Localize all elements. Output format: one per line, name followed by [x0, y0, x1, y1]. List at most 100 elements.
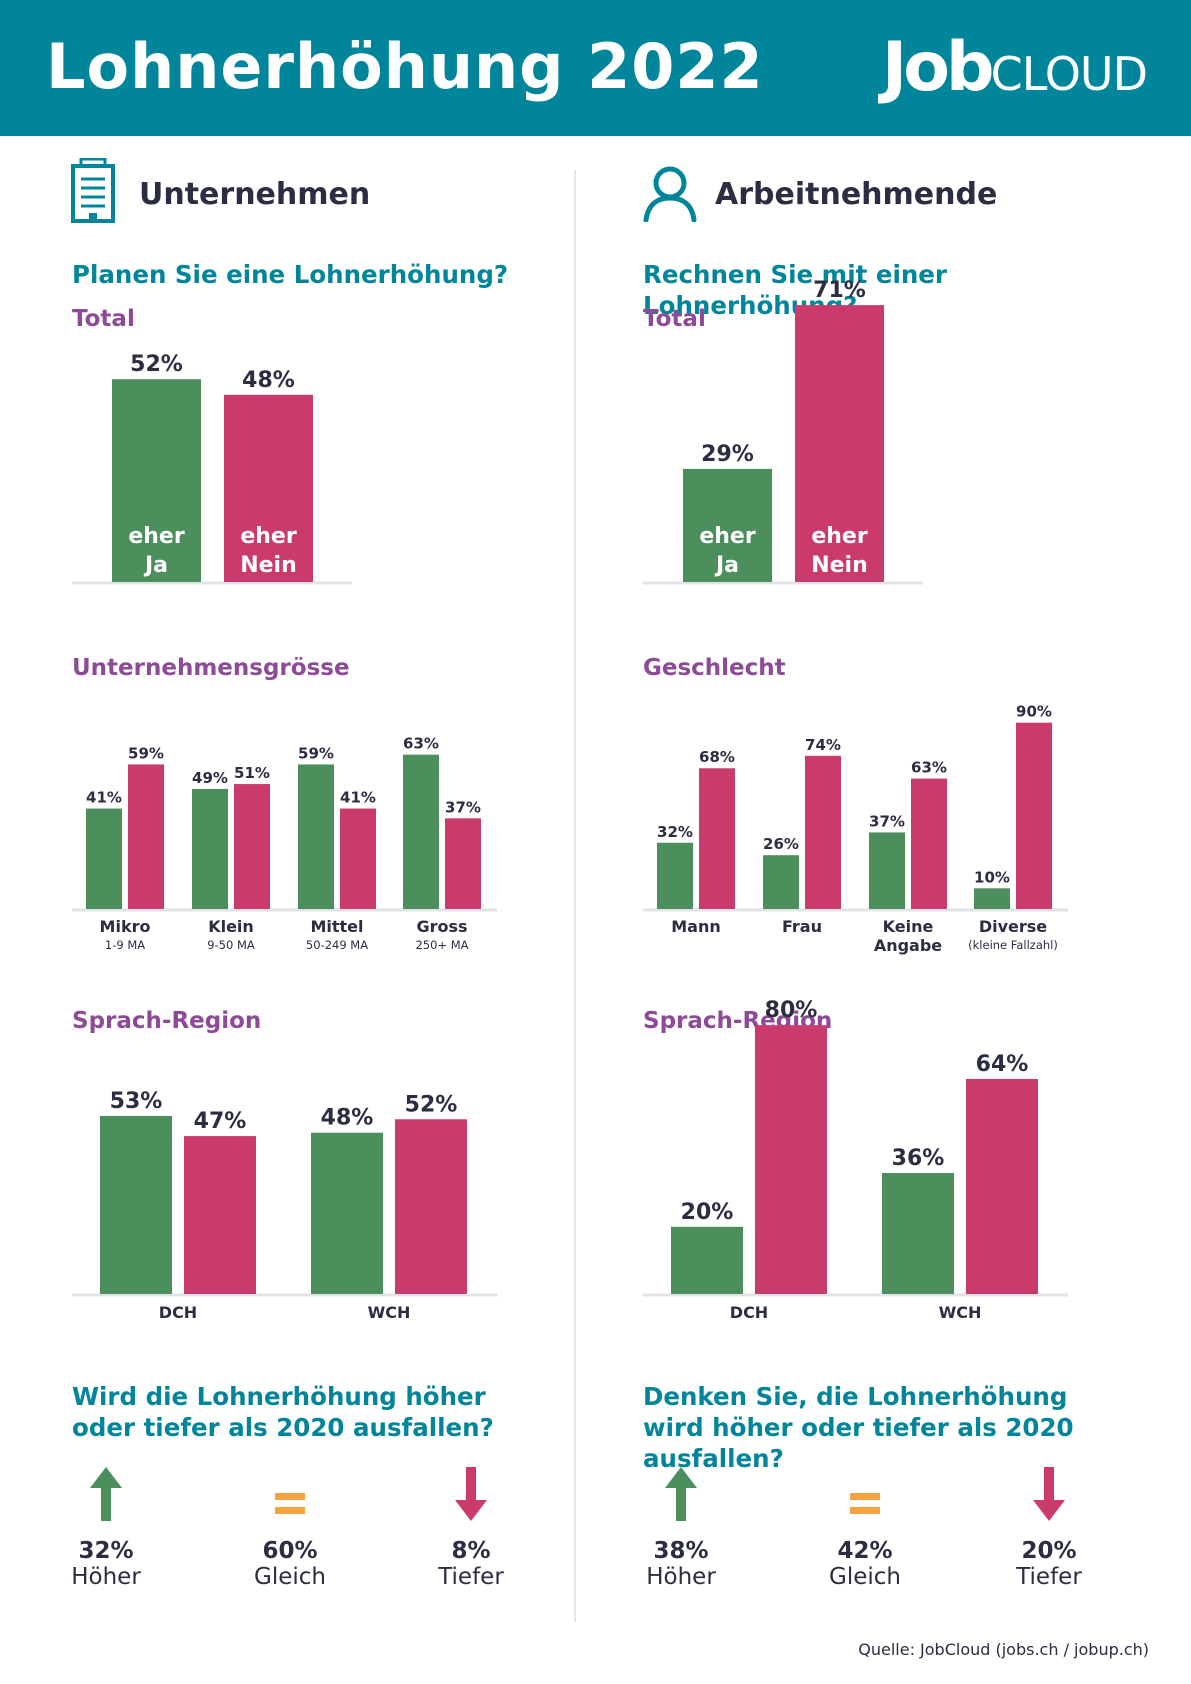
- column-divider: [574, 170, 576, 1622]
- chart-right-total: 29% eher Ja 71% eher Nein: [643, 278, 923, 585]
- arrow-down-icon: [455, 1467, 487, 1521]
- jobcloud-logo: JobCLOUD: [881, 28, 1148, 107]
- chart-left-size: 41% 59% Mikro 1-9 MA 49% 51% Klein 9-50 MA 59% 41…: [72, 735, 497, 952]
- section-title-arbeitnehmende: Arbeitnehmende: [715, 177, 998, 212]
- value-label: 29%: [701, 442, 754, 467]
- bar-category-label: Nein: [240, 553, 297, 578]
- value-label: 48%: [321, 1106, 374, 1131]
- chart-right-region: 20% 80% DCH 36% 64% WCH: [643, 998, 1068, 1322]
- bar-category-label: eher: [699, 524, 756, 549]
- panel-arbeitnehmende: Arbeitnehmende Rechnen Sie mit einer Loh…: [571, 0, 1145, 1684]
- bar-category-label: eher: [240, 524, 297, 549]
- bar-yes: [112, 379, 201, 582]
- value-label: 41%: [340, 789, 376, 807]
- value-label: 53%: [110, 1089, 163, 1114]
- bar-no: [911, 778, 947, 909]
- arrow-up-icon: [665, 1467, 697, 1521]
- value-label: 59%: [298, 744, 334, 762]
- change-question-left: Wird die Lohnerhöhung höher oder tiefer …: [72, 1382, 494, 1442]
- bar-yes: [311, 1132, 383, 1294]
- value-label: 52%: [405, 1092, 458, 1117]
- value-label: 41%: [86, 789, 122, 807]
- subhead-region-left: Sprach-Region: [72, 1008, 262, 1034]
- value-label: 37%: [869, 812, 905, 830]
- category-label: WCH: [939, 1303, 982, 1322]
- bar-no: [340, 808, 376, 909]
- value-label: 90%: [1016, 703, 1052, 721]
- bar-no: [755, 1025, 827, 1294]
- person-icon: [643, 166, 697, 222]
- bar-no: [795, 305, 884, 582]
- bar-yes: [882, 1173, 954, 1294]
- category-label: Diverse: [979, 917, 1047, 936]
- bar-no: [445, 818, 481, 909]
- category-sublabel: 50-249 MA: [306, 938, 368, 952]
- bar-yes: [869, 832, 905, 909]
- value-label: 80%: [765, 998, 818, 1023]
- bar-yes: [974, 888, 1010, 909]
- bar-no: [128, 764, 164, 909]
- category-label: DCH: [159, 1303, 197, 1322]
- category-sublabel: 250+ MA: [415, 938, 468, 952]
- bar-no: [1016, 722, 1052, 909]
- value-label: 74%: [805, 736, 841, 754]
- value-label: 71%: [813, 278, 866, 303]
- value-label: 36%: [892, 1146, 945, 1171]
- category-sublabel: 1-9 MA: [105, 938, 145, 952]
- bar-category-label: Ja: [714, 553, 739, 578]
- category-label: Klein: [208, 917, 254, 936]
- subhead-total-left: Total: [72, 306, 135, 332]
- bar-yes: [671, 1226, 743, 1294]
- bar-no: [395, 1119, 467, 1294]
- value-label: 48%: [242, 368, 295, 393]
- bar-category-label: eher: [811, 524, 868, 549]
- arrow-up-icon: [90, 1467, 122, 1521]
- chart-left-region: 53% 47% DCH 48% 52% WCH: [72, 1089, 497, 1322]
- bar-yes: [100, 1115, 172, 1294]
- value-label: 64%: [976, 1052, 1029, 1077]
- bar-category-label: Nein: [811, 553, 868, 578]
- stat-left-higher: 32% Höher: [16, 1466, 196, 1590]
- bar-yes: [657, 842, 693, 909]
- bar-yes: [683, 468, 772, 582]
- bar-no: [699, 768, 735, 909]
- value-label: 59%: [128, 744, 164, 762]
- section-title-unternehmen: Unternehmen: [139, 177, 371, 212]
- question-right: Rechnen Sie mit einer Lohnerhöhung?: [643, 260, 947, 320]
- category-label: Mann: [671, 917, 721, 936]
- panel-unternehmen: Unternehmen Planen Sie eine Lohnerhöhung…: [0, 0, 574, 1684]
- bar-yes: [86, 808, 122, 909]
- bar-no: [805, 755, 841, 909]
- bar-yes: [403, 754, 439, 909]
- equals-icon: [275, 1493, 305, 1514]
- value-label: 26%: [763, 835, 799, 853]
- category-label: Frau: [782, 917, 822, 936]
- category-sublabel: (kleine Fallzahl): [968, 938, 1058, 952]
- category-label: Gross: [416, 917, 467, 936]
- value-label: 49%: [192, 769, 228, 787]
- value-label: 37%: [445, 798, 481, 816]
- value-label: 63%: [911, 759, 947, 777]
- category-label: WCH: [368, 1303, 411, 1322]
- header-banner: Lohnerhöhung 2022 JobCLOUD: [0, 0, 1191, 136]
- subhead-total-right: Total: [643, 306, 706, 332]
- bar-no: [224, 394, 313, 582]
- category-label: Mikro: [100, 917, 151, 936]
- bar-yes: [298, 764, 334, 909]
- value-label: 47%: [194, 1109, 247, 1134]
- bar-yes: [192, 788, 228, 909]
- change-question-right: Denken Sie, die Lohnerhöhung wird höher …: [643, 1382, 1074, 1473]
- category-label: Mittel: [310, 917, 363, 936]
- question-left: Planen Sie eine Lohnerhöhung?: [72, 260, 509, 289]
- value-label: 20%: [681, 1200, 734, 1225]
- stat-right-lower: 20% Tiefer: [959, 1466, 1139, 1590]
- value-label: 52%: [130, 352, 183, 377]
- stat-right-higher: 38% Höher: [591, 1466, 771, 1590]
- stat-right-equal: 42% Gleich: [775, 1466, 955, 1590]
- page-title: Lohnerhöhung 2022: [46, 30, 764, 103]
- category-label: DCH: [730, 1303, 768, 1322]
- value-label: 10%: [974, 868, 1010, 886]
- arrow-down-icon: [1033, 1467, 1065, 1521]
- bar-yes: [763, 855, 799, 909]
